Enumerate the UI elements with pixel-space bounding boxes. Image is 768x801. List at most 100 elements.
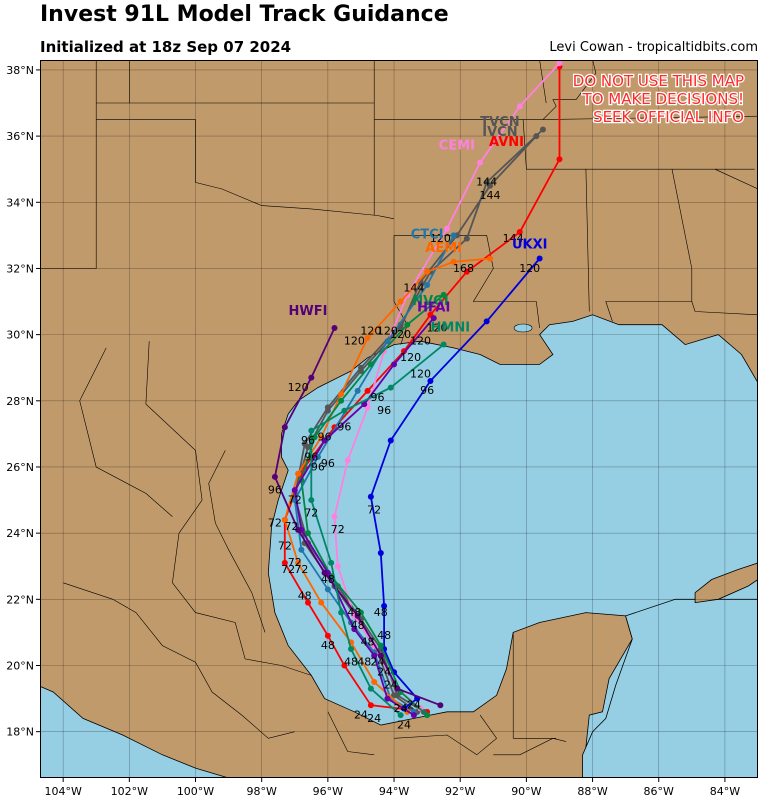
border-line [493,737,567,756]
track-point-aemi [295,470,302,477]
forecast-hour-label: 120 [400,351,421,364]
forecast-hour-label: 96 [377,404,391,417]
lon-tick-label: 90°W [511,785,541,798]
model-label-hmni: HMNI [431,320,471,335]
track-point-nvgi [311,434,318,441]
forecast-hour-label: 96 [420,384,434,397]
forecast-hour-label: 72 [367,503,381,516]
track-point-hwfi [437,702,444,709]
warning-line: TO MAKE DECISIONS! [582,90,744,108]
lon-tick-label: 100°W [177,785,214,798]
lat-tick-label: 20°N [6,660,34,673]
track-point-hfai [391,361,398,368]
forecast-hour-label: 24 [397,718,411,731]
track-point-avni [556,156,563,163]
track-point-hwfi [281,424,288,431]
track-point-aemi [338,391,345,398]
track-point-ctci [384,338,391,345]
track-point-aemi [318,599,325,606]
forecast-hour-label: 120 [430,232,451,245]
track-point-hfai [410,712,417,719]
forecast-hour-label: 96 [318,431,332,444]
track-point-ctci [324,586,331,593]
track-point-ctci [450,232,457,239]
track-point-nvgi [377,642,384,649]
track-point-ivcn [539,126,546,133]
track-point-aemi [281,516,288,523]
track-map[interactable]: 24 24 24 24 24 24 24 24 48 48 48 48 48 48 48 48 48 48 72 72… [40,60,758,778]
forecast-hour-label: 144 [503,232,524,245]
forecast-hour-label: 120 [519,262,540,275]
forecast-hour-label: 120 [344,335,365,348]
forecast-hour-label: 96 [268,483,282,496]
track-point-nvgi [440,291,447,298]
lat-tick-label: 18°N [6,726,34,739]
track-point-ctci [354,387,361,394]
border-line [95,60,395,220]
lon-tick-label: 102°W [111,785,148,798]
forecast-hour-label: 24 [384,679,398,692]
lon-tick-label: 104°W [44,785,81,798]
forecast-hour-label: 24 [354,708,368,721]
model-label-avni: AVNI [489,135,524,150]
border-line [40,119,97,269]
lon-tick-label: 86°W [644,785,674,798]
track-point-nvgi [367,361,374,368]
track-point-cemi [516,103,523,110]
lon-tick-label: 94°W [379,785,409,798]
lon-tick-label: 88°W [577,785,607,798]
track-point-hwfi [295,526,302,533]
model-label-tvcn: TVCN [480,115,519,130]
border-line [63,582,295,739]
border-line [327,711,375,756]
track-point-ukxi [483,318,490,325]
track-point-cemi [477,159,484,166]
forecast-hour-label: 24 [370,656,384,669]
forecast-hour-label: 48 [351,619,365,632]
forecast-hour-label: 96 [301,434,315,447]
track-point-hmni [440,341,447,348]
model-label-nvgi: NVGI [412,294,448,309]
forecast-hour-label: 96 [311,460,325,473]
forecast-hour-label: 120 [390,328,411,341]
forecast-hour-label: 48 [377,629,391,642]
track-point-nvgi [305,530,312,537]
track-point-avni [281,559,288,566]
track-point-avni [364,387,371,394]
caribbean-sea [582,598,758,778]
track-point-cemi [556,60,563,67]
forecast-hour-label: 120 [410,335,431,348]
forecast-hour-label: 48 [321,573,335,586]
model-label-hwfi: HWFI [289,304,328,319]
track-point-hmni [387,384,394,391]
lon-tick-label: 98°W [246,785,276,798]
init-time: Initialized at 18z Sep 07 2024 [40,38,292,56]
map-frame [40,60,758,778]
track-point-tvcn [324,407,331,414]
border-line [208,450,266,633]
forecast-hour-label: 72 [288,493,302,506]
forecast-hour-label: 72 [284,520,298,533]
track-point-ivcn [463,235,470,242]
forecast-hour-label: 48 [298,589,312,602]
lat-tick-label: 30°N [6,329,34,342]
track-point-aemi [295,559,302,566]
forecast-hour-label: 48 [374,606,388,619]
forecast-hour-label: 72 [294,563,308,576]
track-point-aemi [486,255,493,262]
forecast-hour-label: 96 [321,457,335,470]
lat-tick-label: 38°N [6,64,34,77]
border-line [691,301,758,316]
track-point-ctci [298,546,305,553]
graticule [40,60,758,778]
track-cemi [333,62,561,710]
track-point-hwfi [321,569,328,576]
lat-tick-label: 36°N [6,130,34,143]
border-line [79,347,173,517]
track-point-hmni [341,407,348,414]
track-point-hmni [338,609,345,616]
border-line [393,714,498,756]
track-point-hwfi [308,374,315,381]
track-point-hfai [430,315,437,322]
warning-line: DO NOT USE THIS MAP [573,72,744,90]
